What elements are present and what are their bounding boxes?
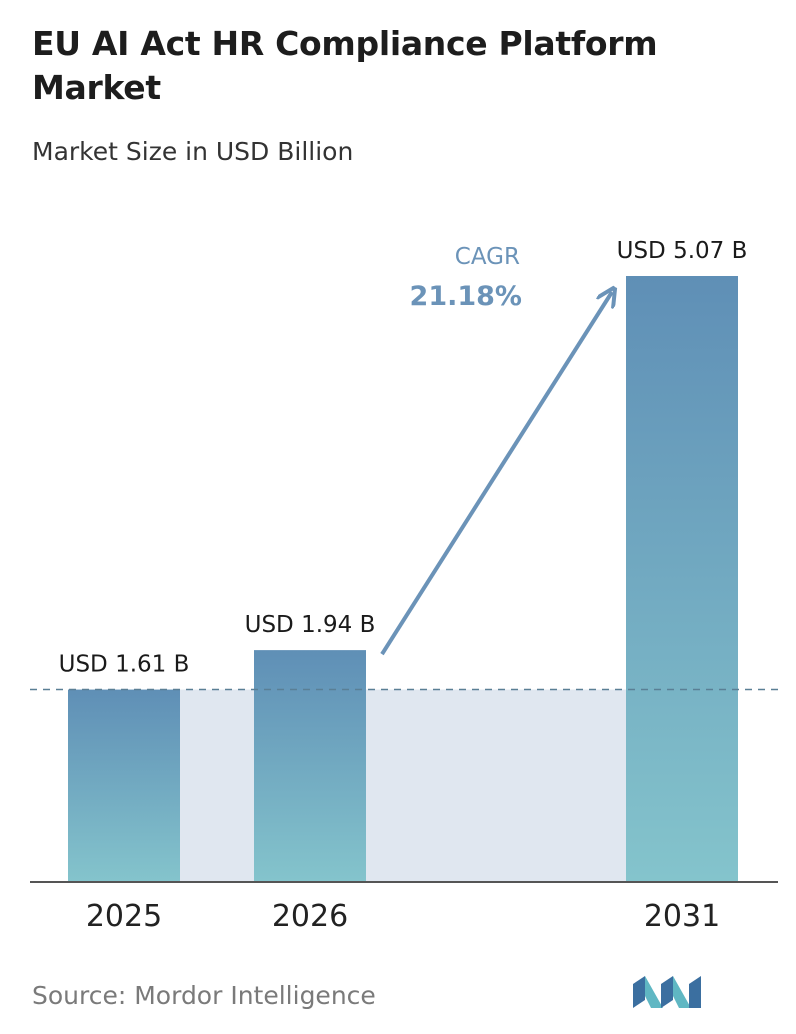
bar-2025 bbox=[68, 689, 180, 882]
connector-band bbox=[180, 689, 254, 882]
bars bbox=[68, 276, 738, 882]
bar-chart: 2025 2026 2031 USD 1.61 B USD 1.94 B USD 5.0… bbox=[30, 238, 778, 934]
bar-2031 bbox=[626, 276, 738, 882]
value-labels: USD 1.61 B USD 1.94 B USD 5.07 B bbox=[59, 238, 748, 678]
mordor-intelligence-logo-icon bbox=[633, 976, 701, 1008]
x-tick-2026: 2026 bbox=[272, 899, 348, 934]
value-label-2026: USD 1.94 B bbox=[245, 612, 376, 638]
cagr-label: CAGR bbox=[455, 244, 520, 270]
x-axis-ticks: 2025 2026 2031 bbox=[86, 899, 720, 934]
cagr-arrow bbox=[380, 292, 612, 656]
connector-bands bbox=[180, 689, 626, 882]
cagr-value: 21.18% bbox=[410, 281, 522, 312]
value-label-2025: USD 1.61 B bbox=[59, 652, 190, 678]
chart-subtitle: Market Size in USD Billion bbox=[32, 137, 354, 166]
bar-2026 bbox=[254, 650, 366, 882]
source-text: Source: Mordor Intelligence bbox=[32, 981, 376, 1010]
x-tick-2031: 2031 bbox=[644, 899, 720, 934]
chart-title: EU AI Act HR Compliance Platform Market bbox=[32, 24, 658, 107]
x-tick-2025: 2025 bbox=[86, 899, 162, 934]
connector-band bbox=[366, 689, 626, 882]
value-label-2031: USD 5.07 B bbox=[617, 238, 748, 264]
